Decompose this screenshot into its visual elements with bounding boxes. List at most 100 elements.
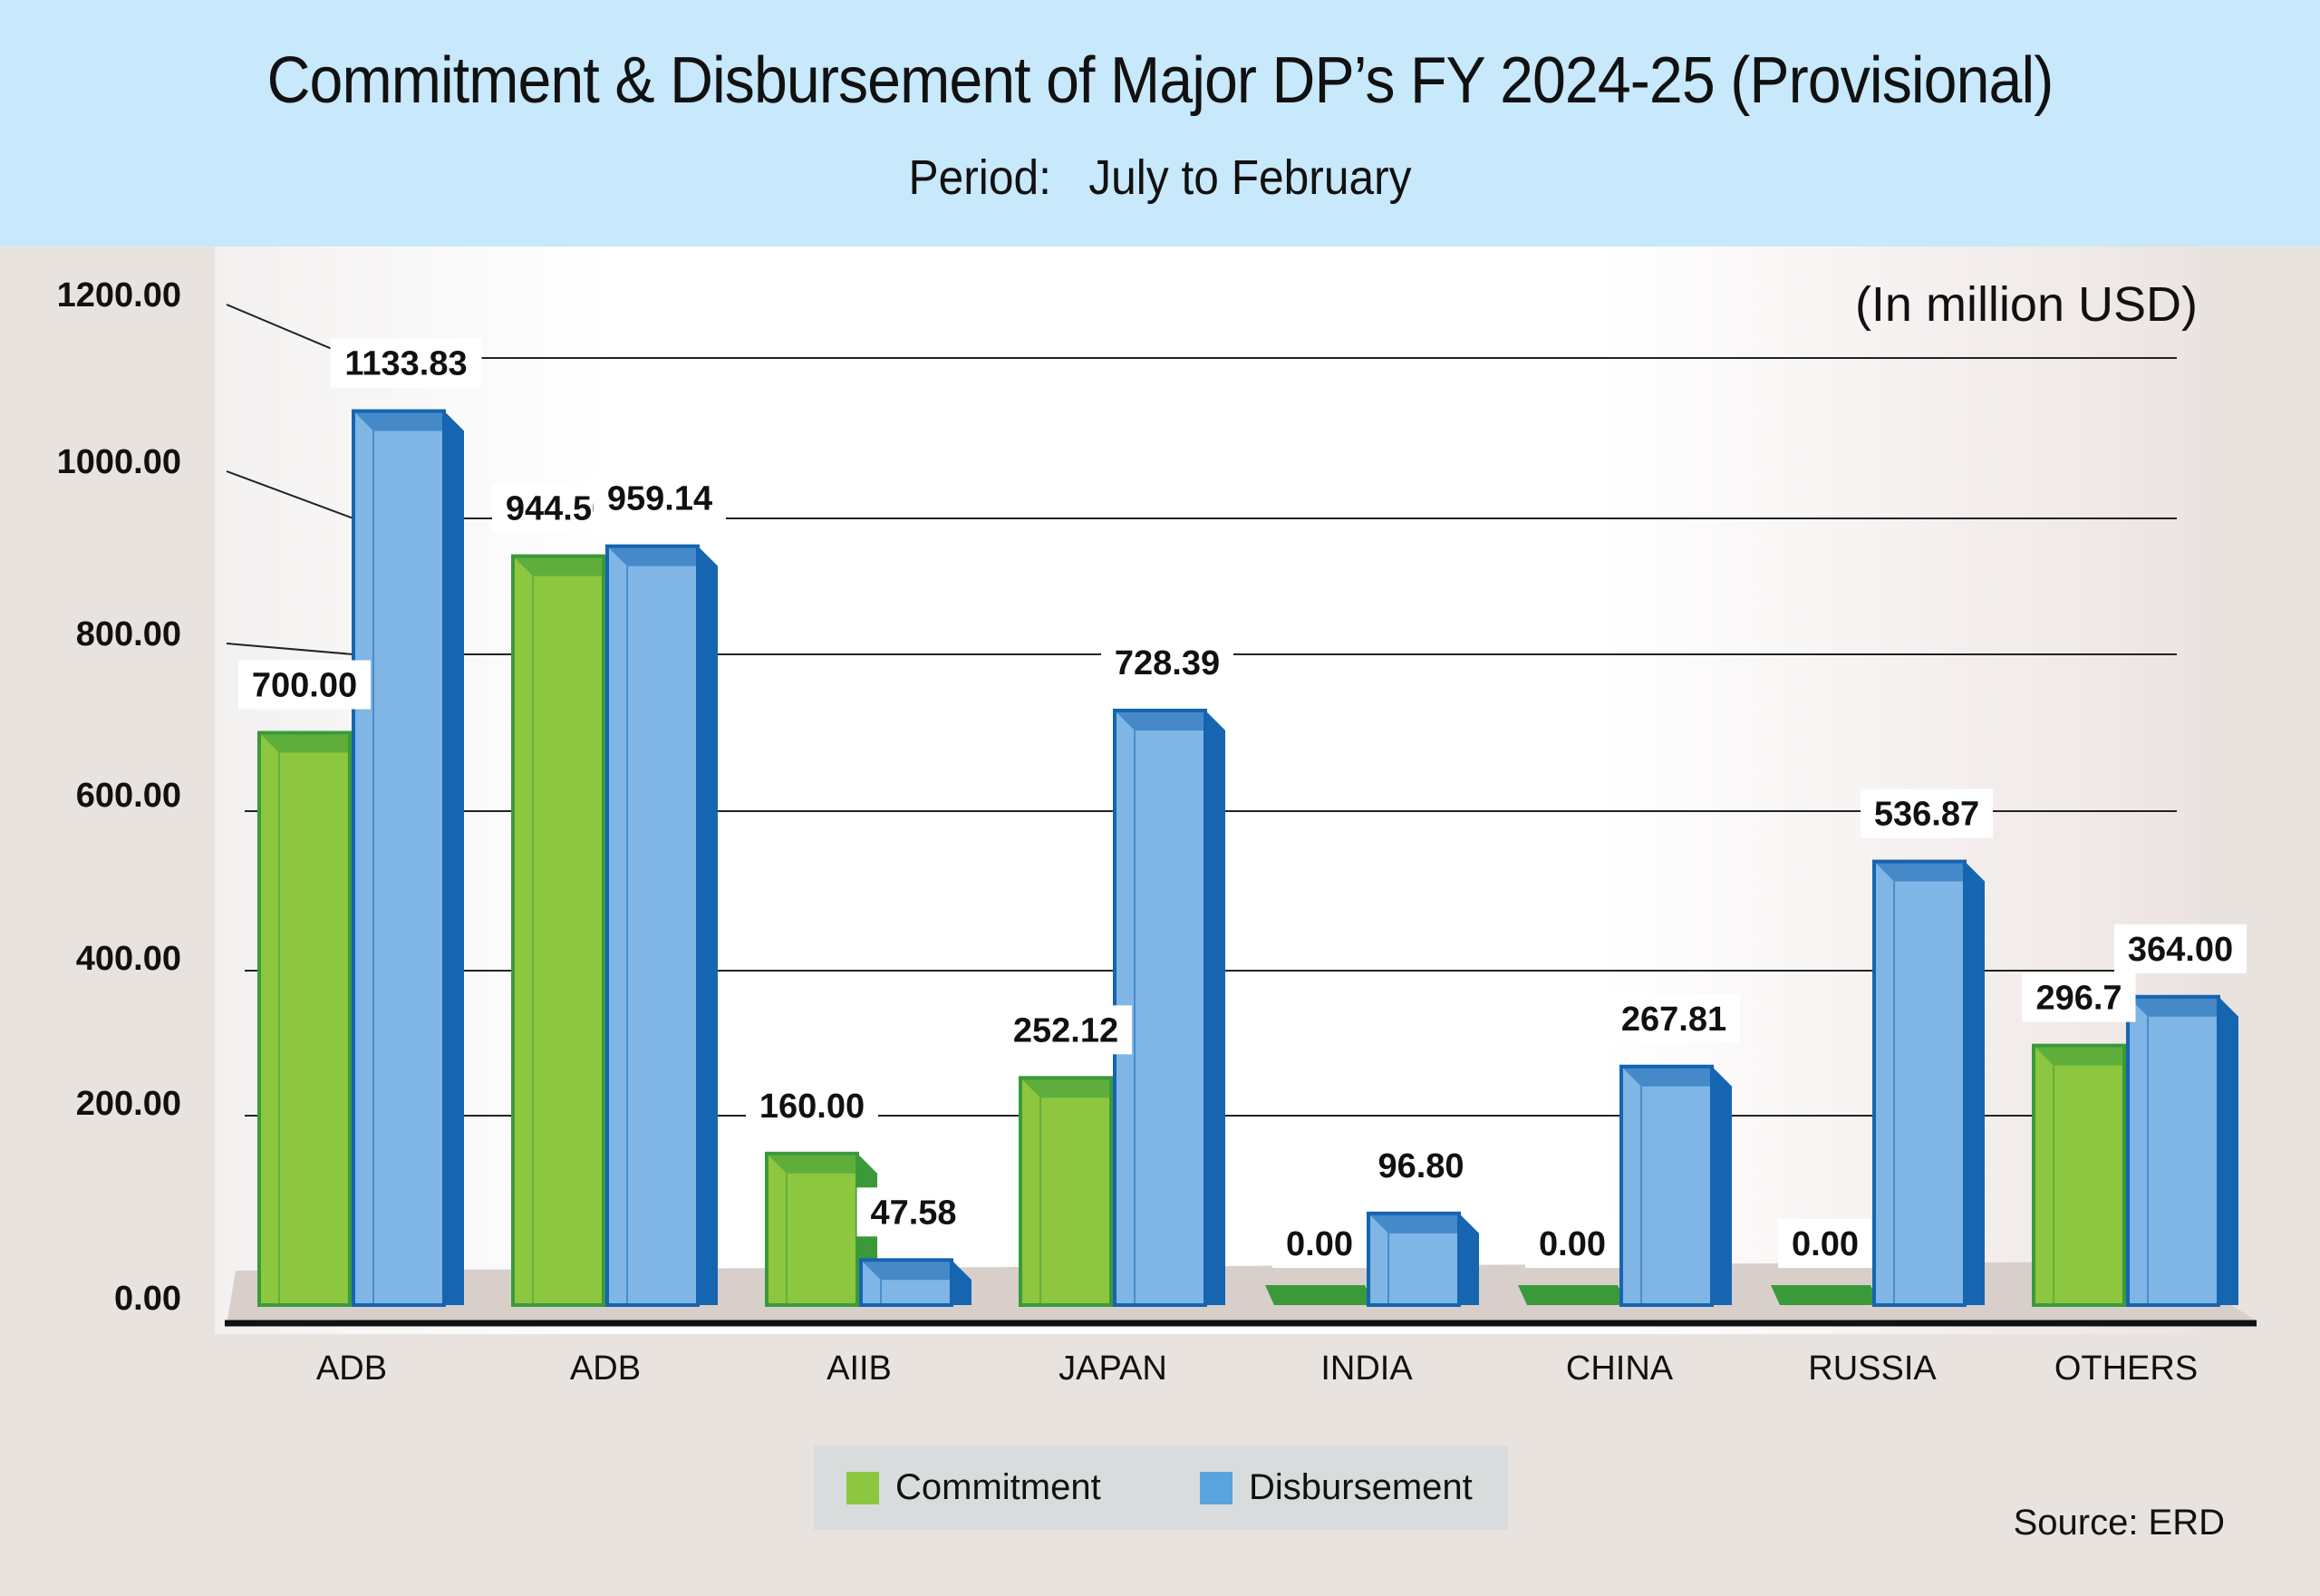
y-tick-label: 800.00 [76, 615, 181, 653]
chart-subtitle: Period: July to February [908, 150, 1412, 205]
unit-label: (In million USD) [1854, 277, 2198, 332]
data-label-disbursement: 96.80 [1378, 1147, 1464, 1185]
x-tick-label: CHINA [1566, 1349, 1674, 1388]
x-tick-label: OTHERS [2054, 1349, 2198, 1388]
data-label-commitment: 0.00 [1792, 1225, 1859, 1263]
data-label-disbursement-bg [1861, 788, 1993, 838]
x-tick-label: RUSSIA [1808, 1349, 1937, 1388]
data-label-disbursement: 959.14 [607, 480, 712, 518]
chart-floor [225, 1262, 2257, 1327]
bar-disbursement-top [1368, 1213, 1479, 1233]
bar-disbursement-side [1965, 861, 1985, 1305]
legend-swatch-disbursement [1200, 1471, 1232, 1504]
x-tick-label: ADB [570, 1349, 641, 1388]
y-tick-label: 0.00 [114, 1280, 181, 1318]
x-tick-label: JAPAN [1058, 1349, 1167, 1388]
data-label-disbursement-bg [1608, 993, 1740, 1043]
data-label-commitment: 252.12 [1013, 1011, 1118, 1049]
bar-disbursement-top [607, 546, 718, 566]
y-axis-ticks: 0.00 200.00 400.00 600.00 800.00 1000.00 1200.… [57, 276, 181, 1318]
bar-commitment-flat [1771, 1285, 1880, 1305]
bar-disbursement-side [1459, 1213, 1479, 1305]
bar-disbursement [352, 409, 464, 1308]
bar-disbursement-side [1205, 710, 1225, 1305]
x-tick-label: AIIB [826, 1349, 892, 1388]
bar-disbursement [605, 544, 718, 1307]
data-label-disbursement: 536.87 [1874, 796, 1979, 834]
bar-commitment [1518, 1285, 1627, 1305]
bar-disbursement-front [2126, 994, 2220, 1308]
chart-title: Commitment & Disbursement of Major DP’s … [266, 44, 2054, 117]
legend-item-commitment: Commitment [846, 1467, 1101, 1508]
bar-disbursement [859, 1258, 972, 1308]
bar-disbursement-top [2128, 996, 2238, 1017]
bar-disbursement-side [952, 1260, 972, 1305]
header-band: Commitment & Disbursement of Major DP’s … [0, 0, 2320, 247]
y-tick-label: 400.00 [76, 940, 181, 978]
data-label-disbursement-bg [1364, 1140, 1478, 1190]
data-label-disbursement: 267.81 [1621, 1001, 1726, 1039]
data-label-disbursement: 728.39 [1115, 644, 1220, 682]
bar-disbursement-top [353, 411, 464, 431]
legend-item-disbursement: Disbursement [1200, 1467, 1473, 1508]
data-label-commitment-bg [1525, 1219, 1619, 1268]
bar-disbursement [1619, 1064, 1732, 1307]
bar-disbursement-side [698, 546, 718, 1305]
data-label-commitment: 0.00 [1286, 1225, 1353, 1263]
x-axis-ticks: ADB ADB AIIB JAPAN INDIA CHINA RUSSIA OTHERS [316, 1349, 2198, 1388]
bar-disbursement-top [1115, 710, 1225, 730]
data-label-commitment-bg [1000, 1005, 1132, 1055]
data-label-commitment-bg [1778, 1219, 1872, 1268]
bar-commitment-top [2034, 1045, 2144, 1066]
bar-disbursement-front [1872, 859, 1967, 1307]
y-tick-label: 200.00 [76, 1085, 181, 1123]
bar-disbursement-side [1712, 1066, 1732, 1305]
data-label-commitment: 160.00 [759, 1088, 865, 1126]
bar-commitment-front [257, 730, 352, 1307]
legend-label-commitment: Commitment [895, 1467, 1101, 1507]
bar-disbursement-front [1619, 1064, 1714, 1307]
bar-commitment-top [513, 556, 624, 576]
data-label-commitment-bg [1272, 1219, 1367, 1268]
bar-commitment-top [767, 1153, 877, 1174]
data-label-disbursement: 47.58 [870, 1194, 956, 1232]
bar-disbursement [2126, 994, 2238, 1308]
data-label-commitment-bg [238, 660, 371, 710]
bar-disbursement-front [605, 544, 700, 1307]
bars [257, 409, 2238, 1308]
bar-commitment-front [765, 1151, 859, 1308]
floor-plane [227, 1262, 2257, 1325]
bar-disbursement-side [444, 411, 464, 1306]
bar-disbursement-front [352, 409, 446, 1308]
bar-disbursement [1872, 859, 1985, 1307]
bar-commitment-flat [1518, 1285, 1627, 1305]
data-label-disbursement: 364.00 [2128, 931, 2233, 969]
data-label-commitment: 700.00 [252, 667, 357, 705]
legend-label-disbursement: Disbursement [1249, 1467, 1473, 1507]
bar-disbursement-top [1621, 1066, 1732, 1087]
bar-commitment-front [1019, 1076, 1113, 1307]
bar-disbursement-top [861, 1260, 972, 1281]
y-tick-label: 600.00 [76, 777, 181, 815]
bar-commitment [1265, 1285, 1374, 1305]
bar-commitment-front [2032, 1043, 2126, 1307]
data-label-disbursement-bg [1101, 637, 1233, 687]
source-note: Source: ERD [2013, 1503, 2225, 1543]
bar-commitment-top [259, 732, 370, 753]
bar-commitment-top [1020, 1078, 1131, 1098]
data-label-disbursement-bg [2114, 924, 2247, 973]
x-tick-label: INDIA [1320, 1349, 1413, 1388]
data-label-commitment: 0.00 [1539, 1225, 1606, 1263]
bar-commitment-front [511, 554, 605, 1307]
data-label-disbursement: 1133.83 [344, 345, 467, 383]
bar-disbursement-side [2218, 996, 2238, 1305]
data-label-disbursement-bg [594, 473, 726, 523]
data-label-commitment: 944.50 [506, 490, 611, 528]
bar-disbursement-top [1874, 861, 1985, 882]
legend: Commitment Disbursement [814, 1446, 1508, 1530]
data-label-commitment: 296.7 [2035, 980, 2122, 1018]
y-tick-label: 1200.00 [57, 276, 181, 314]
data-label-disbursement-bg [856, 1187, 971, 1237]
